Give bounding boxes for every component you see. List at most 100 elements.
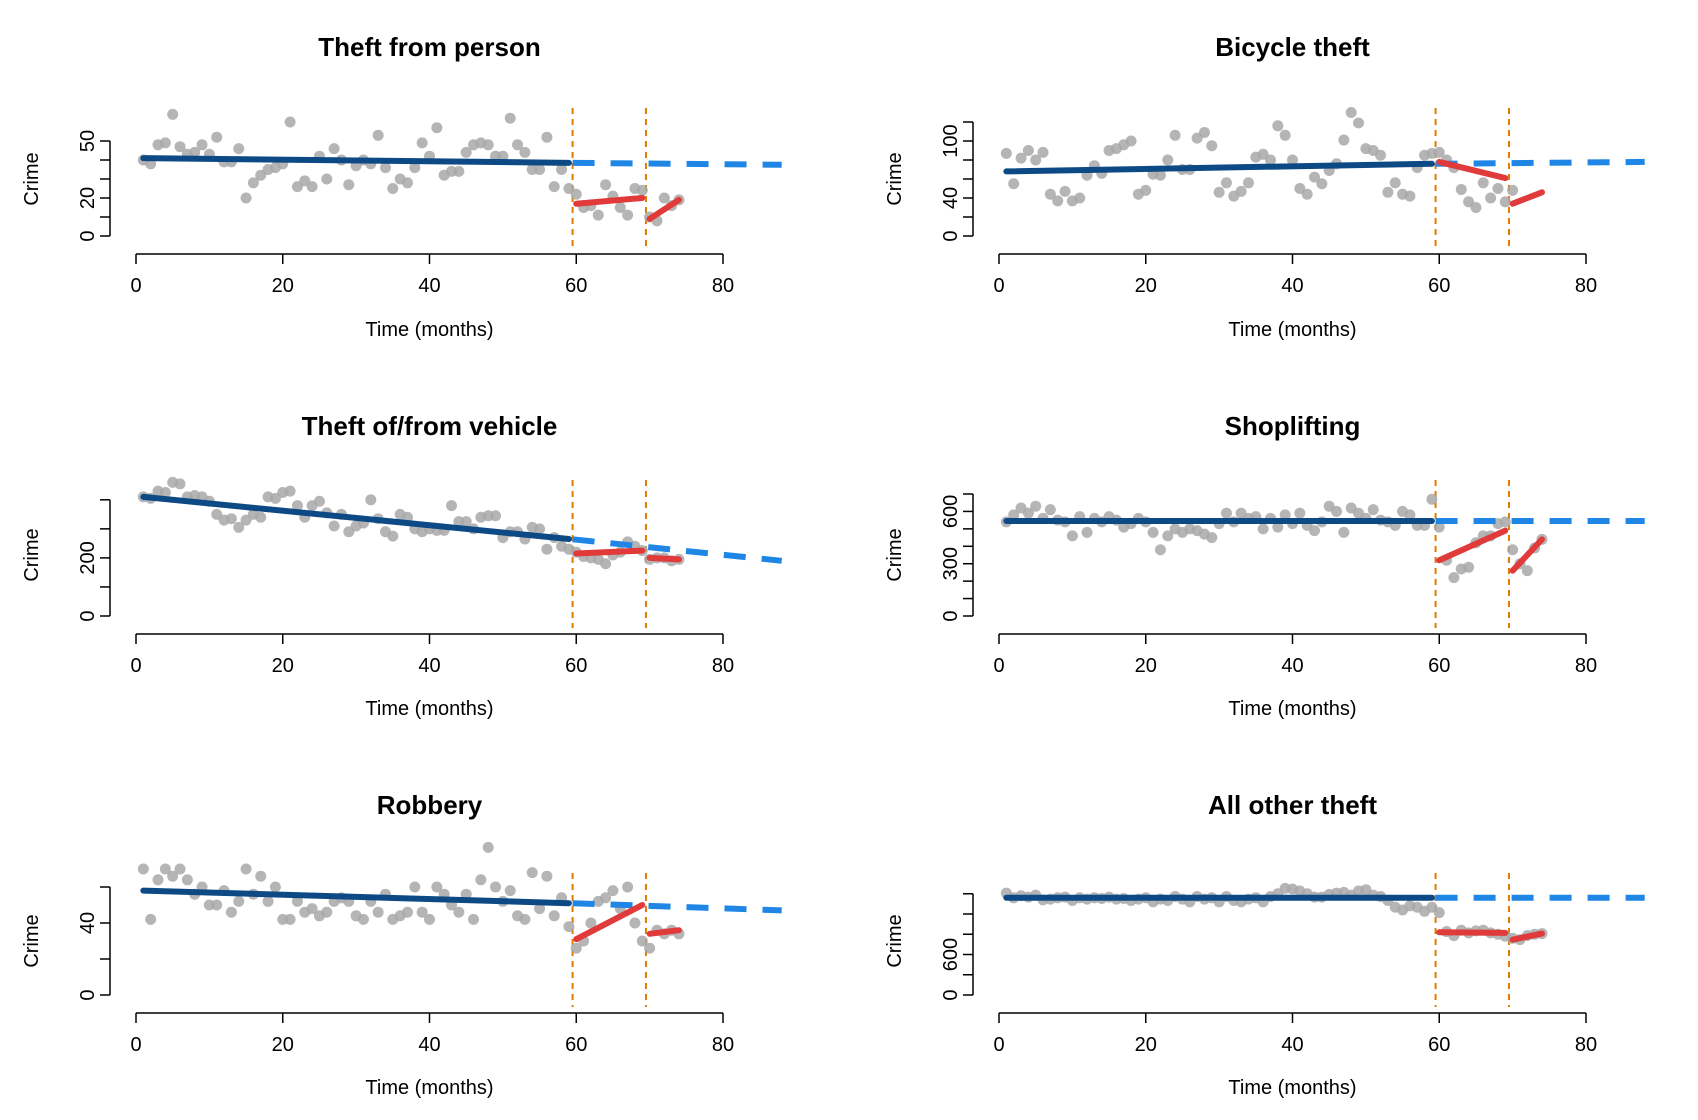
panel-1: Theft from person 0 20 50 0 20 40 60 80 Time (mon… (21, 32, 782, 341)
panel-title: Bicycle theft (1215, 32, 1370, 62)
data-point (1345, 107, 1357, 118)
y-axis-label: Crime (21, 528, 43, 581)
data-point (1015, 152, 1027, 164)
data-point (343, 179, 355, 191)
data-point (159, 137, 171, 149)
data-point (269, 492, 281, 504)
data-point (512, 139, 524, 151)
data-point (174, 478, 186, 490)
data-point (357, 913, 369, 925)
post-trend-line (646, 196, 682, 222)
x-tick-label: 60 (565, 1034, 587, 1056)
data-point (1147, 526, 1159, 538)
data-point (1470, 202, 1482, 213)
data-point (328, 143, 340, 155)
data-point (1272, 120, 1284, 132)
data-point (306, 903, 318, 915)
data-point (321, 173, 333, 185)
x-axis-label: Time (months) (365, 698, 493, 720)
data-point (1154, 544, 1166, 556)
data-point (1272, 521, 1284, 533)
data-point (1198, 126, 1210, 138)
data-point (431, 881, 443, 893)
data-point (1022, 145, 1034, 156)
data-point (1382, 186, 1394, 198)
panel-5: Robbery 0 40 0 20 40 60 80 Time (months) Crime (21, 790, 782, 1099)
data-point (1066, 530, 1078, 542)
data-point (1353, 117, 1365, 129)
data-point (1404, 190, 1416, 202)
data-point (1052, 195, 1064, 207)
data-point (291, 895, 303, 907)
panel-4: Shoplifting 0 300 600 0 20 40 60 80 Time (months)… (884, 411, 1645, 720)
data-point (629, 917, 641, 929)
x-tick-label: 80 (1575, 655, 1597, 677)
data-point (1316, 178, 1328, 190)
data-point (497, 150, 509, 162)
data-point (211, 899, 223, 911)
data-point (262, 895, 274, 907)
data-point (534, 903, 546, 915)
data-point (1154, 169, 1166, 181)
data-point (233, 521, 245, 533)
data-point (1279, 129, 1291, 141)
data-point (548, 910, 560, 922)
data-point (240, 863, 252, 875)
data-point (174, 141, 186, 153)
data-point (291, 500, 303, 512)
x-tick-label: 80 (712, 655, 734, 677)
data-point (284, 485, 296, 497)
data-point (328, 520, 340, 532)
data-point (460, 888, 472, 900)
data-point (468, 913, 480, 925)
data-point (255, 511, 267, 523)
data-point (189, 146, 201, 158)
data-point (1081, 526, 1093, 538)
data-point (482, 841, 494, 853)
panel-title: All other theft (1208, 790, 1377, 820)
y-tick-label: 600 (940, 938, 962, 971)
data-point (409, 881, 421, 893)
data-point (1044, 188, 1056, 200)
x-axis-label: Time (months) (365, 319, 493, 341)
data-point (446, 500, 458, 512)
x-tick-label: 60 (1428, 655, 1450, 677)
data-point (1477, 177, 1489, 189)
data-point (1448, 572, 1460, 584)
data-point (159, 487, 171, 499)
y-tick-label: 40 (940, 187, 962, 209)
data-point (1367, 504, 1379, 516)
data-point (1279, 509, 1291, 521)
post-trend-line (573, 195, 646, 207)
data-point (1074, 192, 1086, 204)
post-trend-line (1509, 189, 1545, 207)
data-point (1433, 146, 1445, 158)
x-tick-label: 80 (712, 275, 734, 297)
data-point (1331, 505, 1343, 517)
data-point (174, 863, 186, 875)
data-point (1463, 561, 1475, 573)
data-point (159, 863, 171, 875)
y-tick-label: 0 (940, 989, 962, 1000)
x-tick-label: 60 (565, 275, 587, 297)
data-point (1022, 507, 1034, 519)
y-tick-label: 20 (77, 187, 99, 209)
data-point (585, 917, 597, 929)
x-tick-label: 20 (1135, 655, 1157, 677)
data-point (460, 516, 472, 528)
data-point (548, 181, 560, 193)
data-point (167, 108, 179, 120)
data-point (490, 881, 502, 893)
data-point (534, 523, 546, 535)
data-point (1030, 154, 1042, 166)
data-point (1309, 171, 1321, 183)
post-trend-line (573, 547, 646, 557)
post-trend-line (646, 927, 682, 937)
data-point (379, 162, 391, 174)
data-point (1433, 521, 1445, 533)
x-tick-label: 40 (418, 1034, 440, 1056)
x-tick-label: 40 (1281, 275, 1303, 297)
data-point (482, 139, 494, 151)
data-point (636, 184, 648, 196)
x-tick-label: 40 (1281, 1034, 1303, 1056)
